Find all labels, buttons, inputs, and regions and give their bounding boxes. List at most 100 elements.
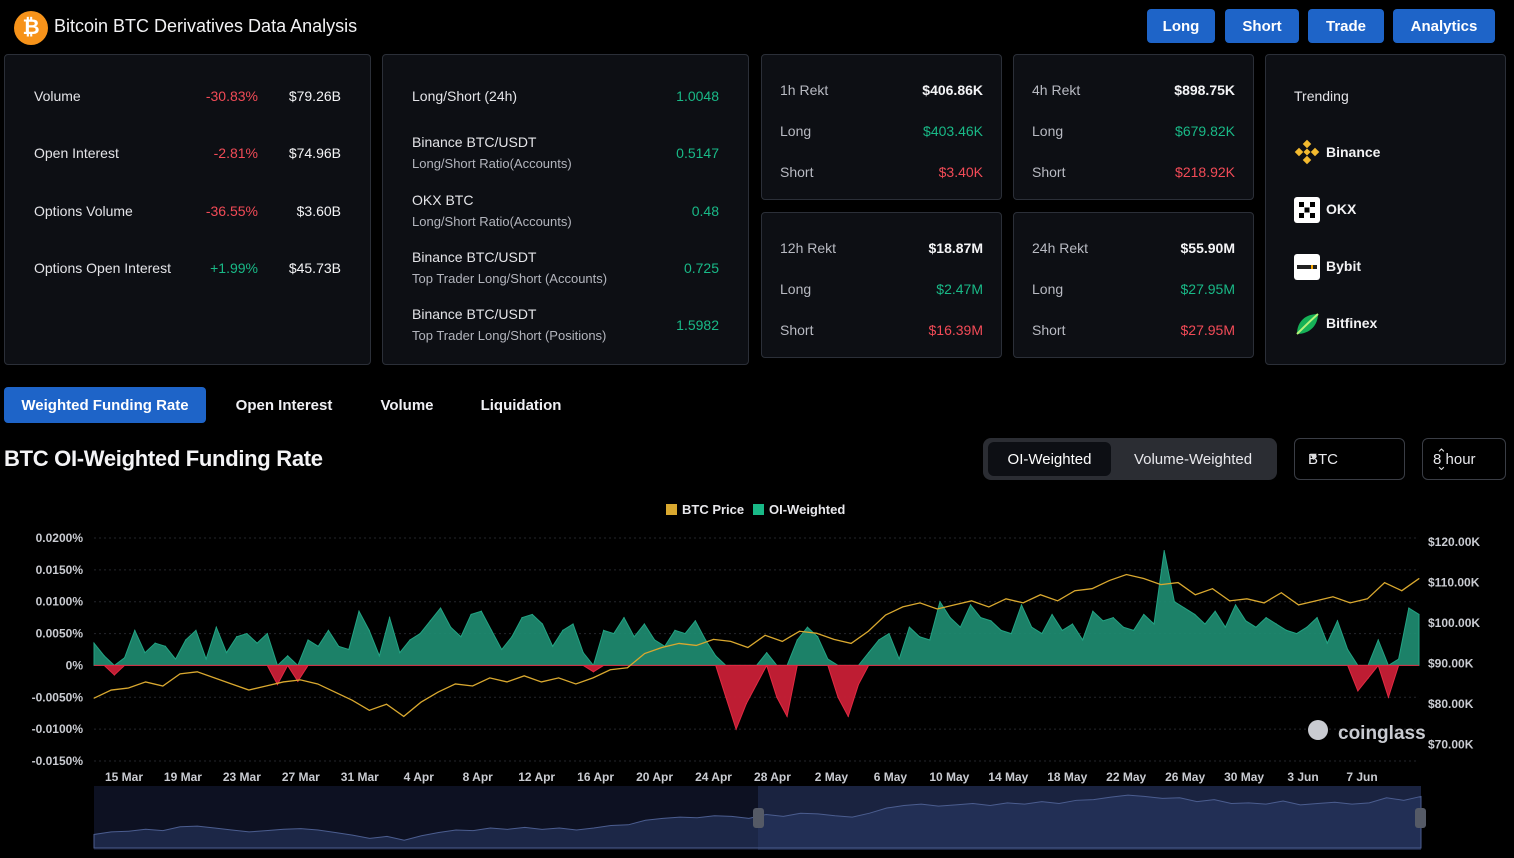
- trending-item-bybit[interactable]: Bybit: [1266, 253, 1507, 281]
- funding-point: [918, 636, 921, 638]
- y-right-tick-label: $80.00K: [1428, 697, 1474, 711]
- funding-point: [470, 613, 472, 616]
- x-tick-label: 15 Mar: [105, 770, 143, 784]
- stat-label: Volume: [34, 88, 81, 104]
- coinglass-watermark: coinglass: [1308, 720, 1426, 744]
- funding-point: [776, 696, 778, 698]
- funding-point: [378, 655, 380, 657]
- btc-price-point: [1091, 588, 1093, 590]
- funding-point: [368, 629, 370, 631]
- funding-point: [1183, 607, 1186, 609]
- tab-liquidation[interactable]: Liquidation: [480, 396, 562, 414]
- y-axis-left: 0.0200% 0.0150% 0.0100% 0.0050% 0% -0.0050% -0…: [32, 531, 84, 768]
- funding-point: [959, 626, 961, 628]
- btc-price-point: [1074, 590, 1076, 592]
- funding-point: [266, 632, 268, 635]
- funding-point: [1326, 642, 1328, 644]
- short-button[interactable]: Short: [1225, 9, 1299, 43]
- btc-price-point: [506, 681, 508, 683]
- trade-button[interactable]: Trade: [1308, 9, 1384, 43]
- funding-point: [246, 632, 248, 635]
- funding-point: [725, 696, 727, 698]
- tab-weighted-funding-rate[interactable]: Weighted Funding Rate: [4, 387, 206, 423]
- funding-point: [439, 607, 442, 609]
- trending-item-okx[interactable]: OKX: [1266, 196, 1507, 224]
- btc-price-point: [592, 677, 594, 679]
- trending-item-bitfinex[interactable]: Bitfinex: [1266, 310, 1507, 338]
- funding-point: [531, 613, 533, 616]
- tab-open-interest[interactable]: Open Interest: [235, 396, 333, 414]
- rekt-total: $55.90M: [1180, 240, 1235, 256]
- x-tick-label: 31 Mar: [341, 770, 379, 784]
- coinglass-text: coinglass: [1338, 723, 1426, 744]
- volume-weighted-option[interactable]: Volume-Weighted: [1133, 450, 1253, 468]
- legend-btc-price[interactable]: BTC Price: [682, 502, 744, 517]
- analytics-button[interactable]: Analytics: [1393, 9, 1495, 43]
- btc-price-point: [816, 632, 818, 634]
- funding-point: [399, 652, 401, 654]
- rekt-long-value: $27.95M: [1180, 281, 1235, 297]
- funding-point: [980, 617, 982, 619]
- funding-point: [1194, 613, 1196, 616]
- y-left-tick-label: 0%: [66, 658, 84, 672]
- funding-point: [1398, 658, 1400, 660]
- legend-oi-weighted[interactable]: OI-Weighted: [769, 502, 845, 517]
- btc-price-point: [162, 685, 164, 687]
- funding-point: [796, 639, 798, 641]
- rekt-total: $898.75K: [1174, 82, 1235, 98]
- market-stats-card: Volume -30.83% $79.26B Open Interest -2.…: [4, 54, 371, 365]
- btc-price-point: [799, 630, 801, 632]
- navigator-left-handle[interactable]: [753, 808, 764, 828]
- rekt-title: 12h Rekt: [780, 240, 837, 256]
- y-right-tick-label: $70.00K: [1428, 738, 1474, 752]
- btc-price-point: [678, 642, 680, 644]
- x-tick-label: 7 Jun: [1346, 770, 1377, 784]
- btc-price-point: [919, 602, 921, 604]
- range-navigator[interactable]: [93, 786, 1426, 850]
- funding-point: [1061, 629, 1063, 631]
- btc-price-point: [695, 644, 697, 646]
- funding-point: [735, 728, 737, 730]
- long-button[interactable]: Long: [1147, 9, 1215, 43]
- btc-price-point: [523, 675, 525, 677]
- btc-price-point: [386, 703, 388, 705]
- navigator-right-handle[interactable]: [1415, 808, 1426, 828]
- funding-point: [643, 623, 645, 625]
- weight-toggle: OI-Weighted Volume-Weighted: [983, 438, 1277, 480]
- funding-point: [1163, 550, 1165, 552]
- funding-rate-chart[interactable]: BTC Price OI-Weighted 0.0200% 0.0150% 0.01…: [0, 490, 1514, 858]
- btc-price-point: [472, 685, 474, 687]
- x-tick-label: 10 May: [929, 770, 969, 784]
- stat-label: Open Interest: [34, 145, 119, 161]
- interval-select[interactable]: 8 hour ⌃ ⌄: [1422, 438, 1506, 480]
- x-tick-label: 20 Apr: [636, 770, 673, 784]
- btc-price-point: [317, 683, 319, 685]
- funding-point: [317, 645, 319, 647]
- funding-point: [847, 715, 849, 717]
- binance-icon: [1294, 139, 1320, 165]
- btc-price-point: [351, 699, 353, 701]
- funding-point: [236, 636, 238, 638]
- funding-point: [1153, 623, 1155, 625]
- y-left-tick-label: 0.0100%: [36, 595, 84, 609]
- ratio-label: Binance BTC/USDT: [412, 306, 537, 322]
- page-title: Bitcoin BTC Derivatives Data Analysis: [54, 16, 358, 36]
- trending-title: Trending: [1294, 88, 1349, 104]
- x-tick-label: 12 Apr: [518, 770, 555, 784]
- tab-volume[interactable]: Volume: [380, 396, 434, 414]
- funding-point: [1377, 639, 1379, 641]
- rekt-total: $18.87M: [928, 240, 983, 256]
- rekt-long-label: Long: [1032, 123, 1064, 139]
- funding-point: [93, 642, 95, 644]
- funding-point: [929, 639, 931, 641]
- coin-select[interactable]: BTC ▼: [1294, 438, 1405, 480]
- funding-point: [1051, 613, 1053, 616]
- btc-price-point: [953, 604, 955, 606]
- funding-point: [1285, 629, 1288, 631]
- oi-weighted-option[interactable]: OI-Weighted: [988, 442, 1111, 476]
- funding-point: [949, 617, 951, 619]
- funding-point: [1031, 626, 1033, 628]
- page-header: ₿ Bitcoin BTC Derivatives Data Analysis …: [0, 0, 1514, 54]
- ratio-sublabel: Long/Short Ratio(Accounts): [412, 214, 572, 229]
- trending-item-binance[interactable]: Binance: [1266, 139, 1507, 167]
